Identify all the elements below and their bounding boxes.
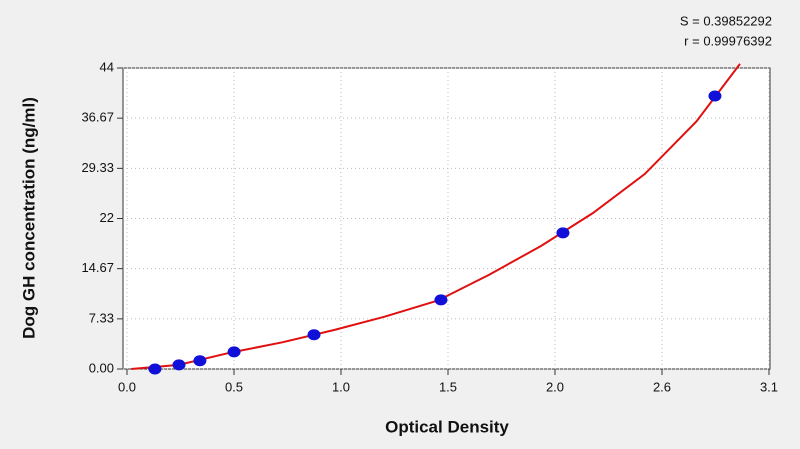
data-point bbox=[434, 294, 448, 306]
y-axis-label: Dog GH concentration (ng/ml) bbox=[19, 97, 38, 339]
y-tick-label: 36.67 bbox=[81, 110, 114, 125]
y-tick-label: 7.33 bbox=[89, 310, 114, 325]
x-tick-label: 0.5 bbox=[225, 379, 243, 394]
data-point bbox=[708, 90, 722, 102]
x-tick-label: 0.0 bbox=[118, 379, 136, 394]
x-tick-label: 3.1 bbox=[760, 379, 778, 394]
y-tick-label: 44 bbox=[100, 59, 114, 74]
data-point bbox=[172, 359, 186, 371]
data-point bbox=[148, 363, 162, 375]
annotation: r = 0.99976392 bbox=[684, 33, 772, 48]
x-tick-label: 1.0 bbox=[332, 379, 350, 394]
data-point bbox=[193, 355, 207, 367]
y-tick-label: 14.67 bbox=[81, 260, 114, 275]
data-point bbox=[307, 329, 321, 341]
y-tick-label: 0.00 bbox=[89, 360, 114, 375]
x-tick-label: 2.0 bbox=[546, 379, 564, 394]
x-tick-label: 1.5 bbox=[439, 379, 457, 394]
x-tick-label: 2.6 bbox=[653, 379, 671, 394]
x-axis-label: Optical Density bbox=[385, 417, 509, 436]
data-point bbox=[556, 227, 570, 239]
plot-area bbox=[122, 67, 771, 370]
y-tick-label: 29.33 bbox=[81, 160, 114, 175]
data-point bbox=[227, 346, 241, 358]
y-tick-label: 22 bbox=[100, 210, 114, 225]
annotation: S = 0.39852292 bbox=[680, 13, 772, 28]
